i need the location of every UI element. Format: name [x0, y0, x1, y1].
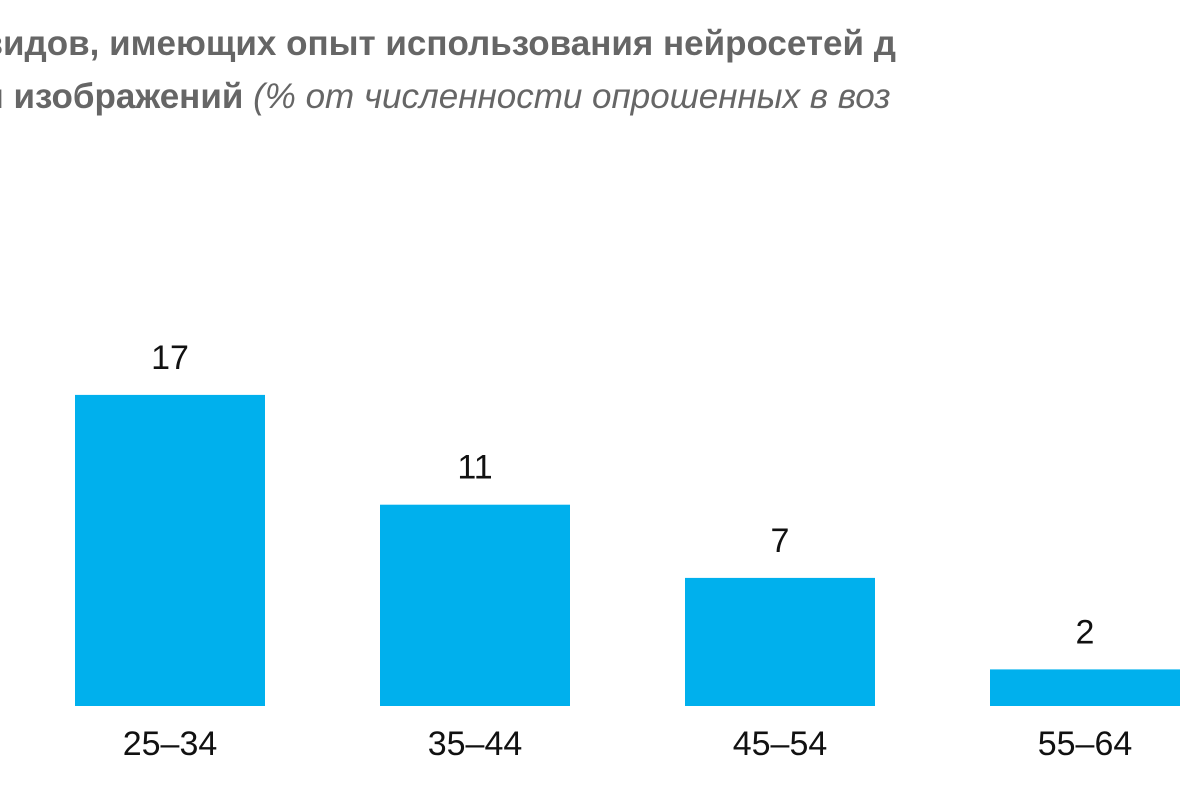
chart-title-line-1-bold: ивидов, имеющих опыт использования нейро…	[0, 24, 896, 63]
chart-title-line-2: ли изображений (% от численности опрошен…	[0, 75, 891, 119]
x-tick-label-4: 55–64	[1038, 725, 1133, 763]
data-label-1: 17	[151, 339, 189, 377]
chart-title-line-2-bold: ли изображений	[0, 77, 244, 116]
x-tick-label-1: 25–34	[123, 725, 218, 763]
data-label-2: 11	[457, 449, 492, 487]
bar-2	[380, 504, 570, 706]
x-tick-label-2: 35–44	[428, 725, 523, 763]
data-label-4: 2	[1076, 613, 1095, 651]
chart-subtitle: (% от численности опрошенных в воз	[253, 77, 891, 116]
data-label-3: 7	[771, 522, 790, 560]
bar-1	[75, 394, 265, 706]
x-tick-label-3: 45–54	[733, 725, 828, 763]
bar-3	[685, 577, 875, 706]
bar-4	[990, 669, 1180, 706]
chart-title-line-1: ивидов, имеющих опыт использования нейро…	[0, 22, 896, 66]
